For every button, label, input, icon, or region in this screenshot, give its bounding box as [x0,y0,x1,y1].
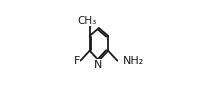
Text: NH₂: NH₂ [123,56,144,66]
Text: F: F [73,56,80,66]
Text: N: N [94,60,103,70]
Text: CH₃: CH₃ [77,16,96,26]
